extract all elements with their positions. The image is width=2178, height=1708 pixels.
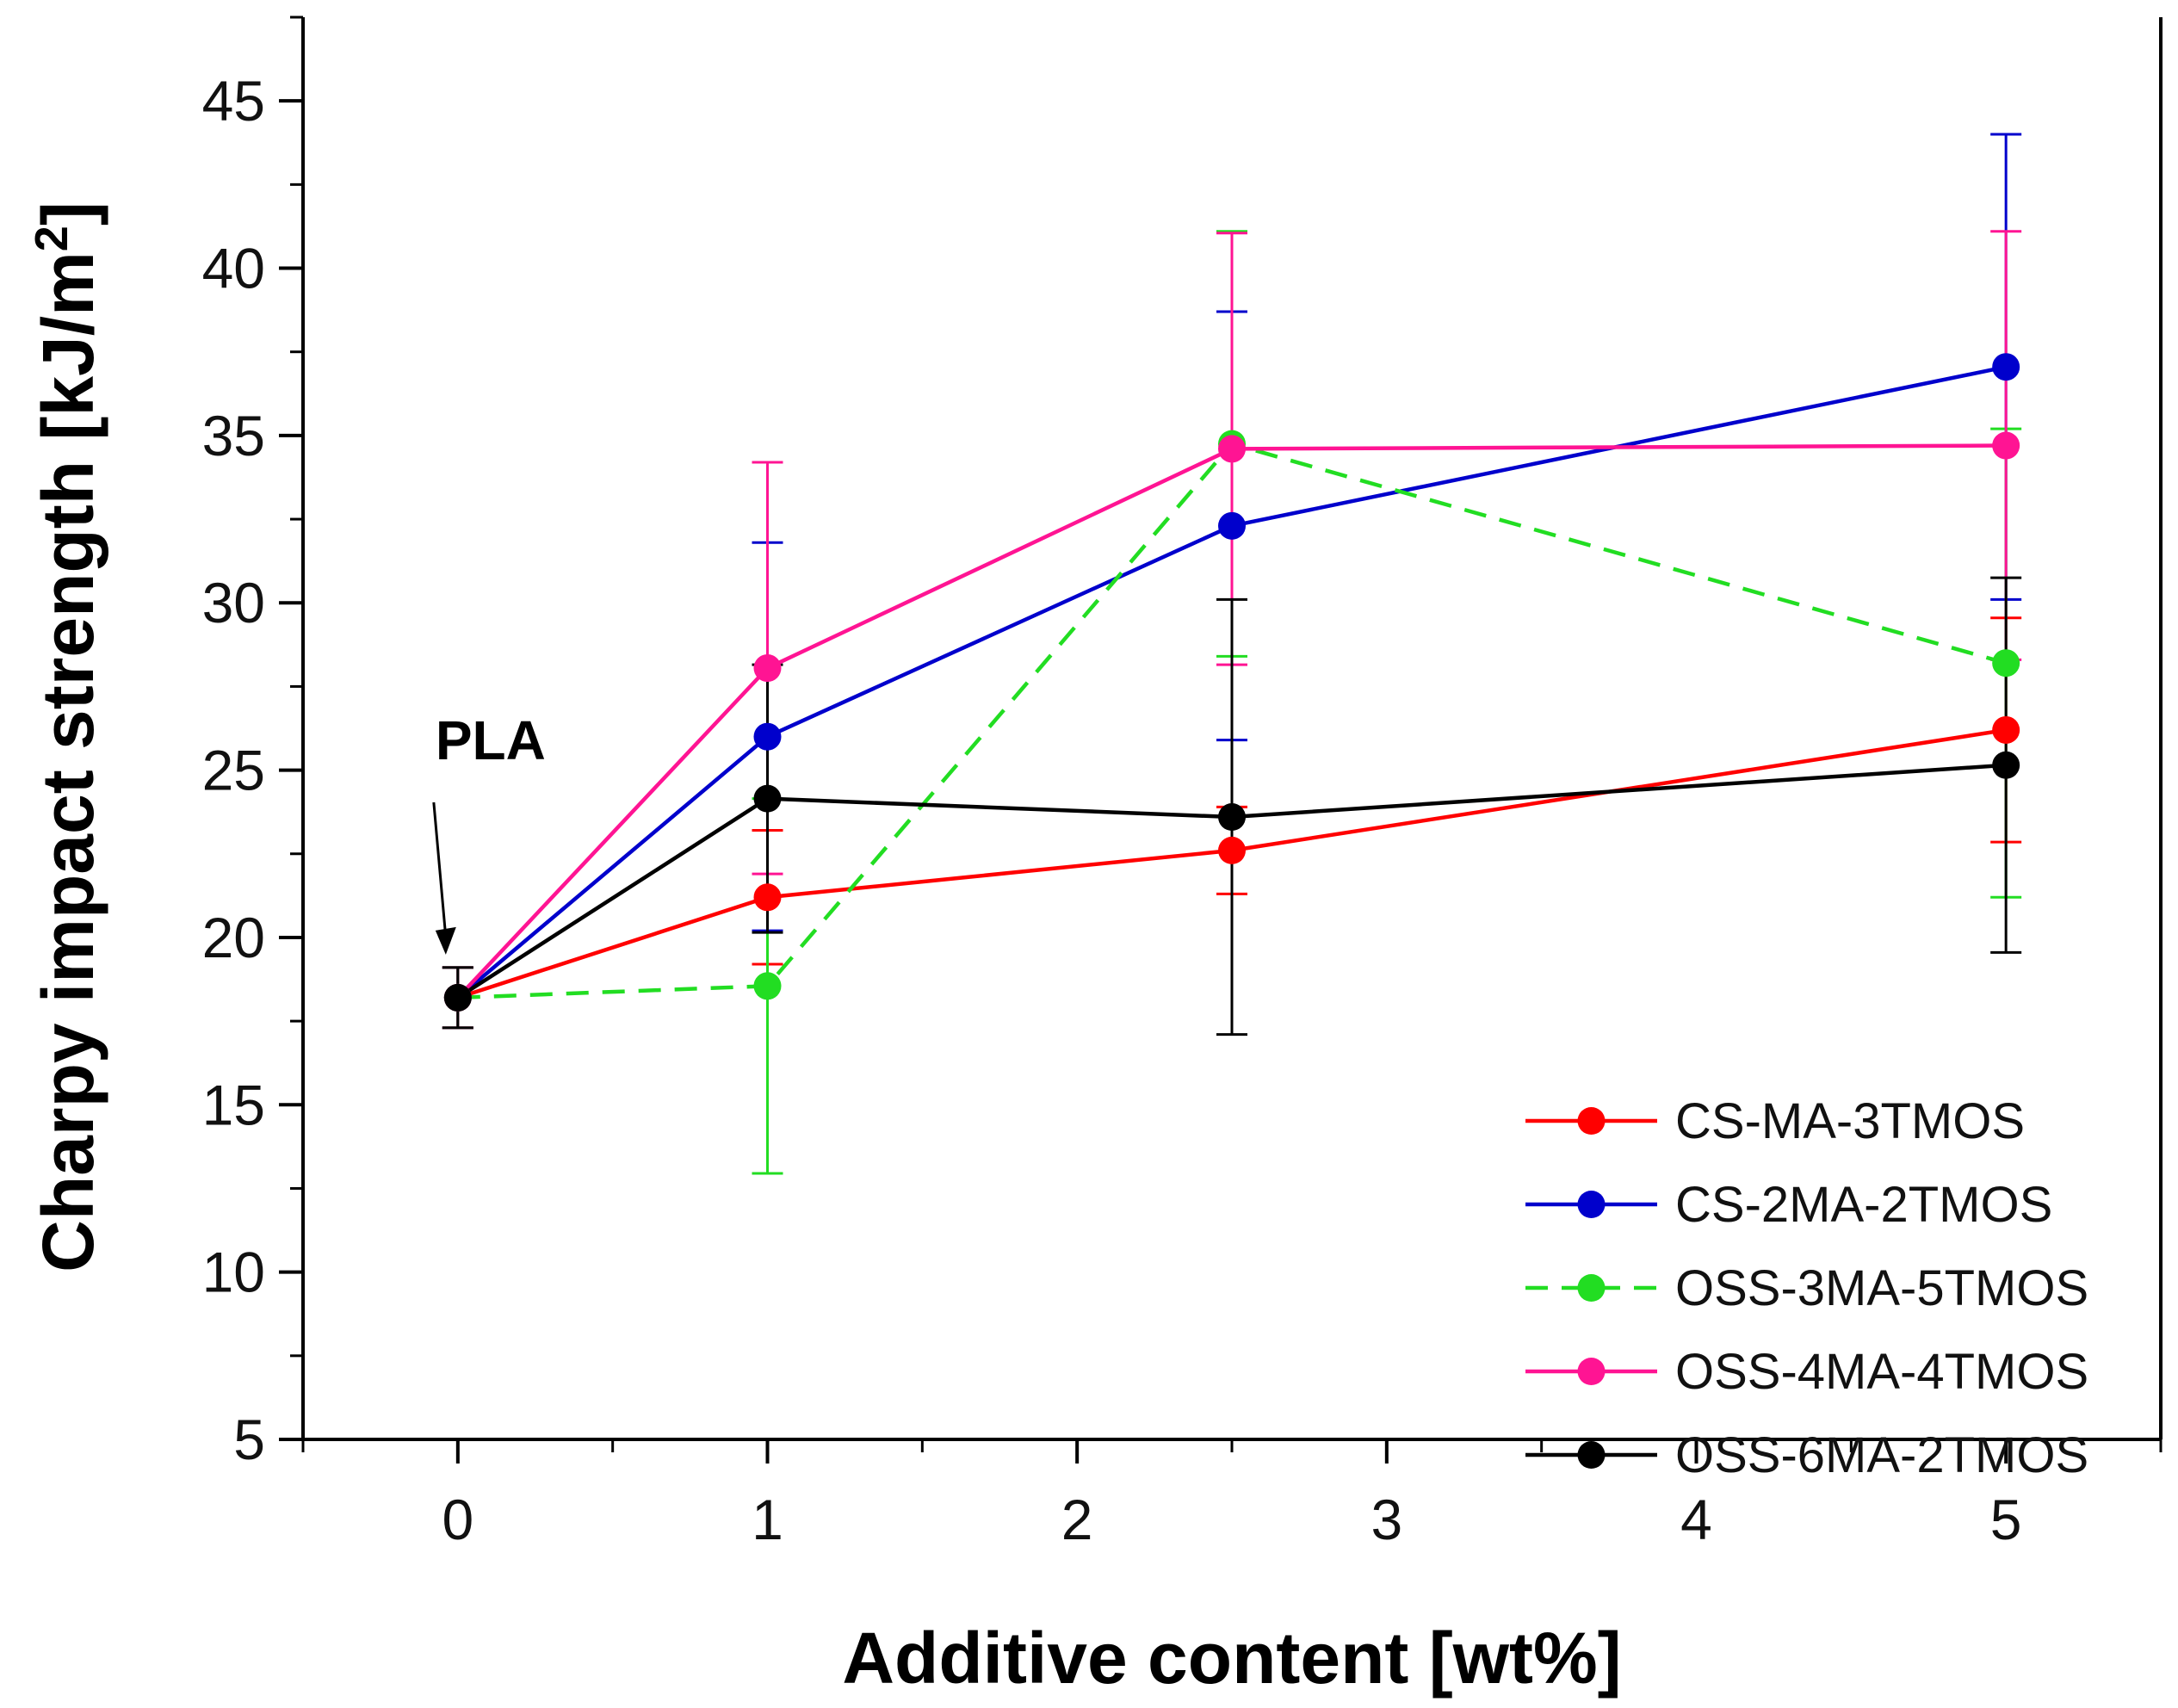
y-tick-label: 25 bbox=[202, 739, 265, 802]
legend-marker bbox=[1577, 1358, 1606, 1385]
data-point bbox=[443, 983, 472, 1012]
x-tick-label: 5 bbox=[1990, 1488, 2022, 1551]
data-point bbox=[1218, 511, 1246, 540]
y-tick-label: 35 bbox=[202, 404, 265, 467]
x-tick-label: 2 bbox=[1061, 1488, 1093, 1551]
legend-label: OSS-6MA-2TMOS bbox=[1675, 1427, 2088, 1483]
legend: CS-MA-3TMOS CS-2MA-2TMOS OSS-3MA-5TMOS OSS-… bbox=[1525, 1093, 2088, 1483]
y-axis-title-close: ] bbox=[28, 201, 108, 226]
y-tick-label: 40 bbox=[202, 237, 265, 300]
data-point bbox=[1992, 715, 2020, 744]
x-tick-label: 4 bbox=[1680, 1488, 1712, 1551]
data-point bbox=[1218, 435, 1246, 463]
y-tick-label: 5 bbox=[233, 1408, 265, 1471]
series-lines-layer bbox=[456, 364, 2007, 1000]
legend-label: CS-2MA-2TMOS bbox=[1675, 1177, 2052, 1233]
data-point bbox=[1992, 649, 2020, 678]
x-tick-label: 0 bbox=[442, 1488, 473, 1551]
y-axis-title: Charpy impact strength [kJ/m2] bbox=[26, 201, 108, 1272]
y-tick-label: 15 bbox=[202, 1073, 265, 1136]
legend-label: CS-MA-3TMOS bbox=[1675, 1093, 2025, 1149]
data-point bbox=[1218, 836, 1246, 864]
data-point bbox=[1992, 751, 2020, 779]
error-bars-layer bbox=[442, 133, 2022, 1175]
data-point bbox=[1992, 353, 2020, 381]
y-tick-label: 45 bbox=[202, 69, 265, 133]
data-point bbox=[753, 883, 782, 912]
legend-marker bbox=[1577, 1191, 1606, 1218]
annotation-arrow-head bbox=[435, 926, 456, 955]
data-point bbox=[1218, 803, 1246, 832]
annotation-text: PLA bbox=[436, 709, 546, 771]
data-point bbox=[753, 654, 782, 683]
y-tick-label: 20 bbox=[202, 906, 265, 969]
x-axis-title: Additive content [wt%] bbox=[842, 1618, 1621, 1699]
legend-marker bbox=[1577, 1441, 1606, 1469]
data-point bbox=[753, 784, 782, 813]
series-line bbox=[457, 442, 2007, 1000]
y-axis-title-superscript: 2 bbox=[26, 226, 77, 251]
series-points-layer bbox=[443, 353, 2020, 1012]
data-point bbox=[753, 972, 782, 1000]
legend-marker bbox=[1577, 1274, 1606, 1302]
y-axis-title-main: Charpy impact strength [kJ/m bbox=[28, 251, 108, 1272]
legend-marker bbox=[1577, 1107, 1606, 1135]
annotation-arrow-line bbox=[432, 801, 448, 938]
x-tick-label: 3 bbox=[1371, 1488, 1402, 1551]
data-point bbox=[753, 722, 782, 751]
y-tick-label: 30 bbox=[202, 571, 265, 634]
data-point bbox=[1992, 431, 2020, 460]
legend-label: OSS-4MA-4TMOS bbox=[1675, 1344, 2088, 1400]
x-tick-label: 1 bbox=[752, 1488, 783, 1551]
series-line bbox=[456, 443, 2007, 999]
series-line bbox=[456, 763, 2007, 999]
legend-label: OSS-3MA-5TMOS bbox=[1675, 1260, 2088, 1316]
pla-annotation: PLA bbox=[432, 709, 546, 955]
y-tick-label: 10 bbox=[202, 1241, 265, 1304]
